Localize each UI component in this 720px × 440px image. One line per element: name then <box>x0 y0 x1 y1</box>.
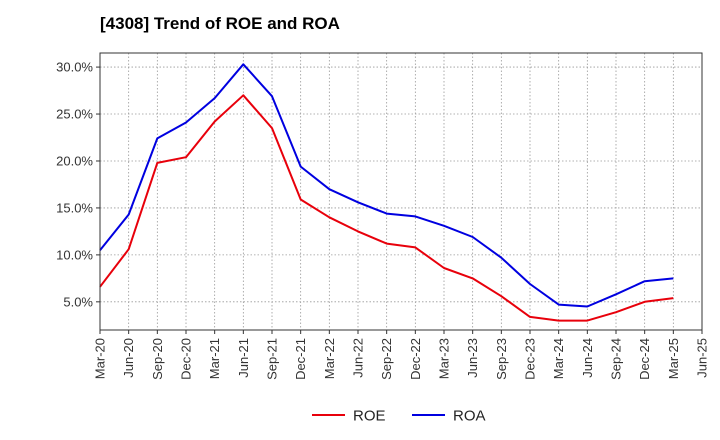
x-tick-label: Dec-22 <box>408 338 423 380</box>
plot-area-frame <box>99 52 703 331</box>
x-tick-label: Sep-20 <box>150 338 165 380</box>
y-tick-label: 30.0% <box>56 60 93 75</box>
x-tick-label: Jun-24 <box>580 338 595 378</box>
series-lines <box>99 63 674 322</box>
y-tick-label: 25.0% <box>56 107 93 122</box>
legend-label-roe: ROE <box>353 408 386 425</box>
x-tick-label: Mar-21 <box>207 338 222 379</box>
legend: ROE ROA <box>312 408 486 425</box>
series-line-roe <box>99 94 674 322</box>
y-tick-label: 10.0% <box>56 247 93 262</box>
y-tick-label: 5.0% <box>63 294 93 309</box>
x-tick-label: Mar-25 <box>666 338 681 379</box>
x-tick-label: Jun-20 <box>121 338 136 378</box>
grid <box>100 53 702 330</box>
x-tick-label: Sep-24 <box>609 338 624 380</box>
legend-label-roa: ROA <box>453 408 486 425</box>
x-tick-label: Sep-22 <box>379 338 394 380</box>
x-tick-label: Sep-23 <box>494 338 509 380</box>
x-tick-label: Mar-24 <box>551 338 566 379</box>
x-tick-label: Dec-21 <box>293 338 308 380</box>
x-tick-label: Mar-20 <box>93 338 108 379</box>
x-tick-label: Jun-21 <box>236 338 251 378</box>
x-tick-label: Jun-25 <box>695 338 710 378</box>
x-tick-label: Dec-23 <box>523 338 538 380</box>
x-tick-label: Dec-24 <box>637 338 652 380</box>
y-tick-label: 15.0% <box>56 200 93 215</box>
series-line-roa <box>99 63 674 308</box>
y-axis-ticks: 5.0% 10.0% 15.0% 20.0% 25.0% 30.0% <box>56 60 100 309</box>
chart-title: [4308] Trend of ROE and ROA <box>100 14 340 33</box>
x-tick-label: Dec-20 <box>179 338 194 380</box>
x-tick-label: Mar-23 <box>437 338 452 379</box>
x-tick-label: Mar-22 <box>322 338 337 379</box>
x-axis-ticks: Mar-20 Jun-20 Sep-20 Dec-20 Mar-21 Jun-21 Sep-… <box>93 330 710 380</box>
x-tick-label: Sep-21 <box>265 338 280 380</box>
y-tick-label: 20.0% <box>56 153 93 168</box>
x-tick-label: Jun-22 <box>351 338 366 378</box>
x-tick-label: Jun-23 <box>465 338 480 378</box>
